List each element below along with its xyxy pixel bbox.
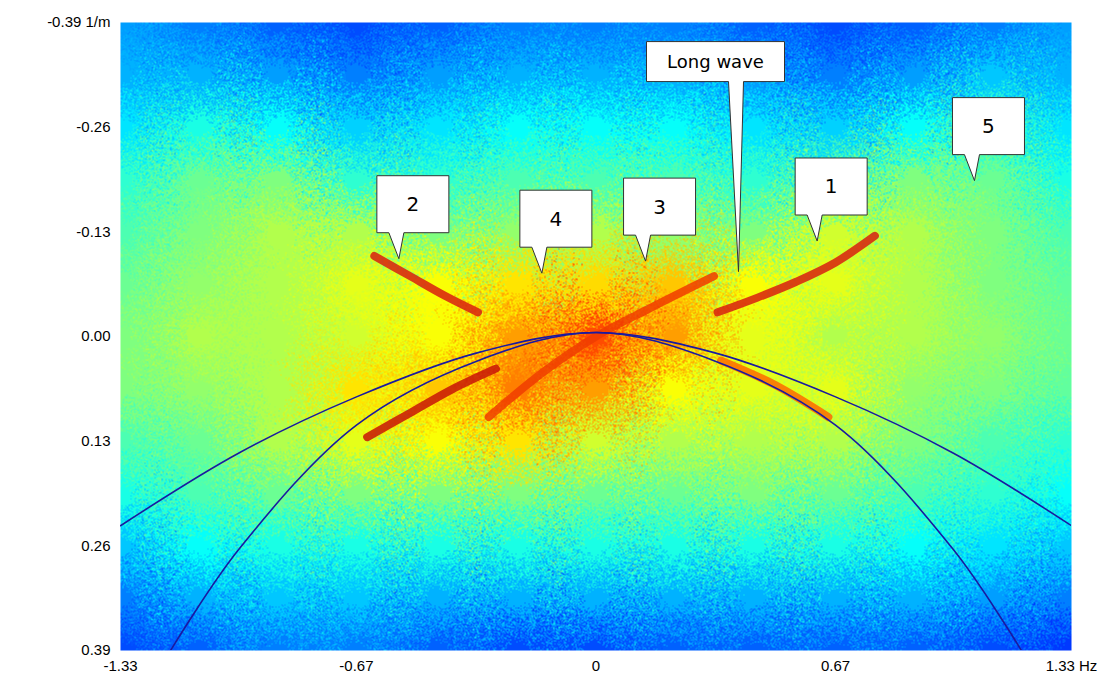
svg-text:-0.26: -0.26 (76, 118, 110, 135)
svg-text:4: 4 (550, 207, 563, 231)
svg-text:5: 5 (982, 114, 995, 138)
svg-text:1.33 Hz: 1.33 Hz (1046, 657, 1098, 674)
svg-text:Long wave: Long wave (667, 51, 764, 72)
svg-text:0.00: 0.00 (81, 327, 110, 344)
svg-text:0.13: 0.13 (81, 432, 110, 449)
svg-text:3: 3 (653, 195, 666, 219)
svg-text:-0.13: -0.13 (76, 223, 110, 240)
svg-text:0.26: 0.26 (81, 537, 110, 554)
svg-text:0.67: 0.67 (821, 657, 850, 674)
svg-text:1: 1 (825, 174, 838, 198)
svg-text:-0.39 1/m: -0.39 1/m (47, 13, 110, 30)
svg-text:0.39: 0.39 (81, 641, 110, 658)
svg-text:0: 0 (592, 657, 600, 674)
svg-text:-0.67: -0.67 (339, 657, 373, 674)
svg-text:2: 2 (406, 192, 419, 216)
svg-text:-1.33: -1.33 (103, 657, 137, 674)
